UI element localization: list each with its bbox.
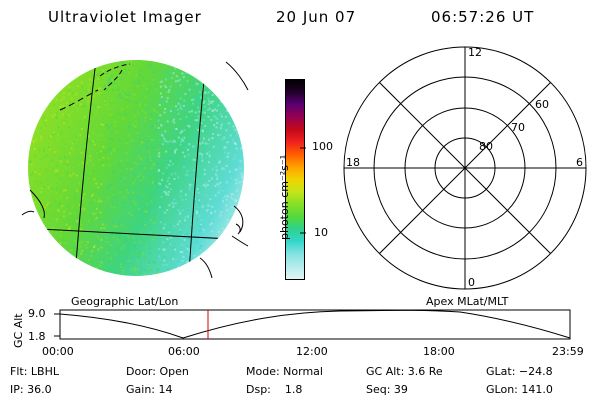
status-mode: Mode: Normal: [246, 365, 323, 378]
colorbar-ticks: [300, 147, 306, 234]
status-door: Door: Open: [126, 365, 189, 378]
colorbar-tick-100: 100: [312, 140, 333, 153]
instrument-title: Ultraviolet Imager: [48, 8, 202, 26]
altitude-ymax-label: 9.0: [28, 307, 46, 320]
altitude-curve: [59, 309, 571, 339]
status-seq: Seq: 39: [366, 383, 408, 396]
colorbar-tick-10: 10: [314, 226, 328, 239]
geographic-image: [21, 60, 249, 279]
altitude-plot-frame: [59, 309, 571, 340]
coastline-outline: [21, 61, 249, 279]
mlt-label-18: 18: [346, 156, 360, 169]
colorbar: [285, 79, 305, 280]
polar-plot: [343, 46, 587, 290]
apex-label: Apex MLat/MLT: [426, 295, 509, 308]
geographic-label: Geographic Lat/Lon: [71, 295, 179, 308]
mlat-label-80: 80: [479, 140, 493, 153]
colorbar-unit-label: photon cm⁻²s⁻¹: [278, 154, 291, 240]
status-gc-alt: GC Alt: 3.6 Re: [366, 365, 443, 378]
mlt-label-12: 12: [468, 46, 482, 59]
x-tick-1200: 12:00: [296, 345, 328, 358]
x-tick-0000: 00:00: [42, 345, 74, 358]
status-filter: Flt: LBHL: [10, 365, 59, 378]
altitude-plot: [54, 309, 571, 340]
status-ip: IP: 36.0: [10, 383, 52, 396]
x-tick-1800: 18:00: [423, 345, 455, 358]
status-glat: GLat: −24.8: [486, 365, 553, 378]
status-glon: GLon: 141.0: [486, 383, 553, 396]
mlat-label-60: 60: [535, 98, 549, 111]
mlt-label-0: 0: [468, 276, 475, 289]
mlat-label-70: 70: [511, 121, 525, 134]
date-label: 20 Jun 07: [276, 8, 357, 26]
altitude-ymin-label: 1.8: [28, 330, 46, 343]
polar-diagonal-2: [379, 82, 551, 254]
status-dsp: Dsp: 1.8: [246, 383, 303, 396]
x-tick-2359: 23:59: [552, 345, 584, 358]
mlt-label-6: 6: [576, 156, 583, 169]
time-label: 06:57:26 UT: [431, 8, 535, 26]
x-tick-0600: 06:00: [168, 345, 200, 358]
status-gain: Gain: 14: [126, 383, 173, 396]
altitude-axis-label: GC Alt: [12, 313, 25, 348]
meridian-line-1: [73, 60, 97, 276]
earth-disk: [28, 60, 244, 276]
